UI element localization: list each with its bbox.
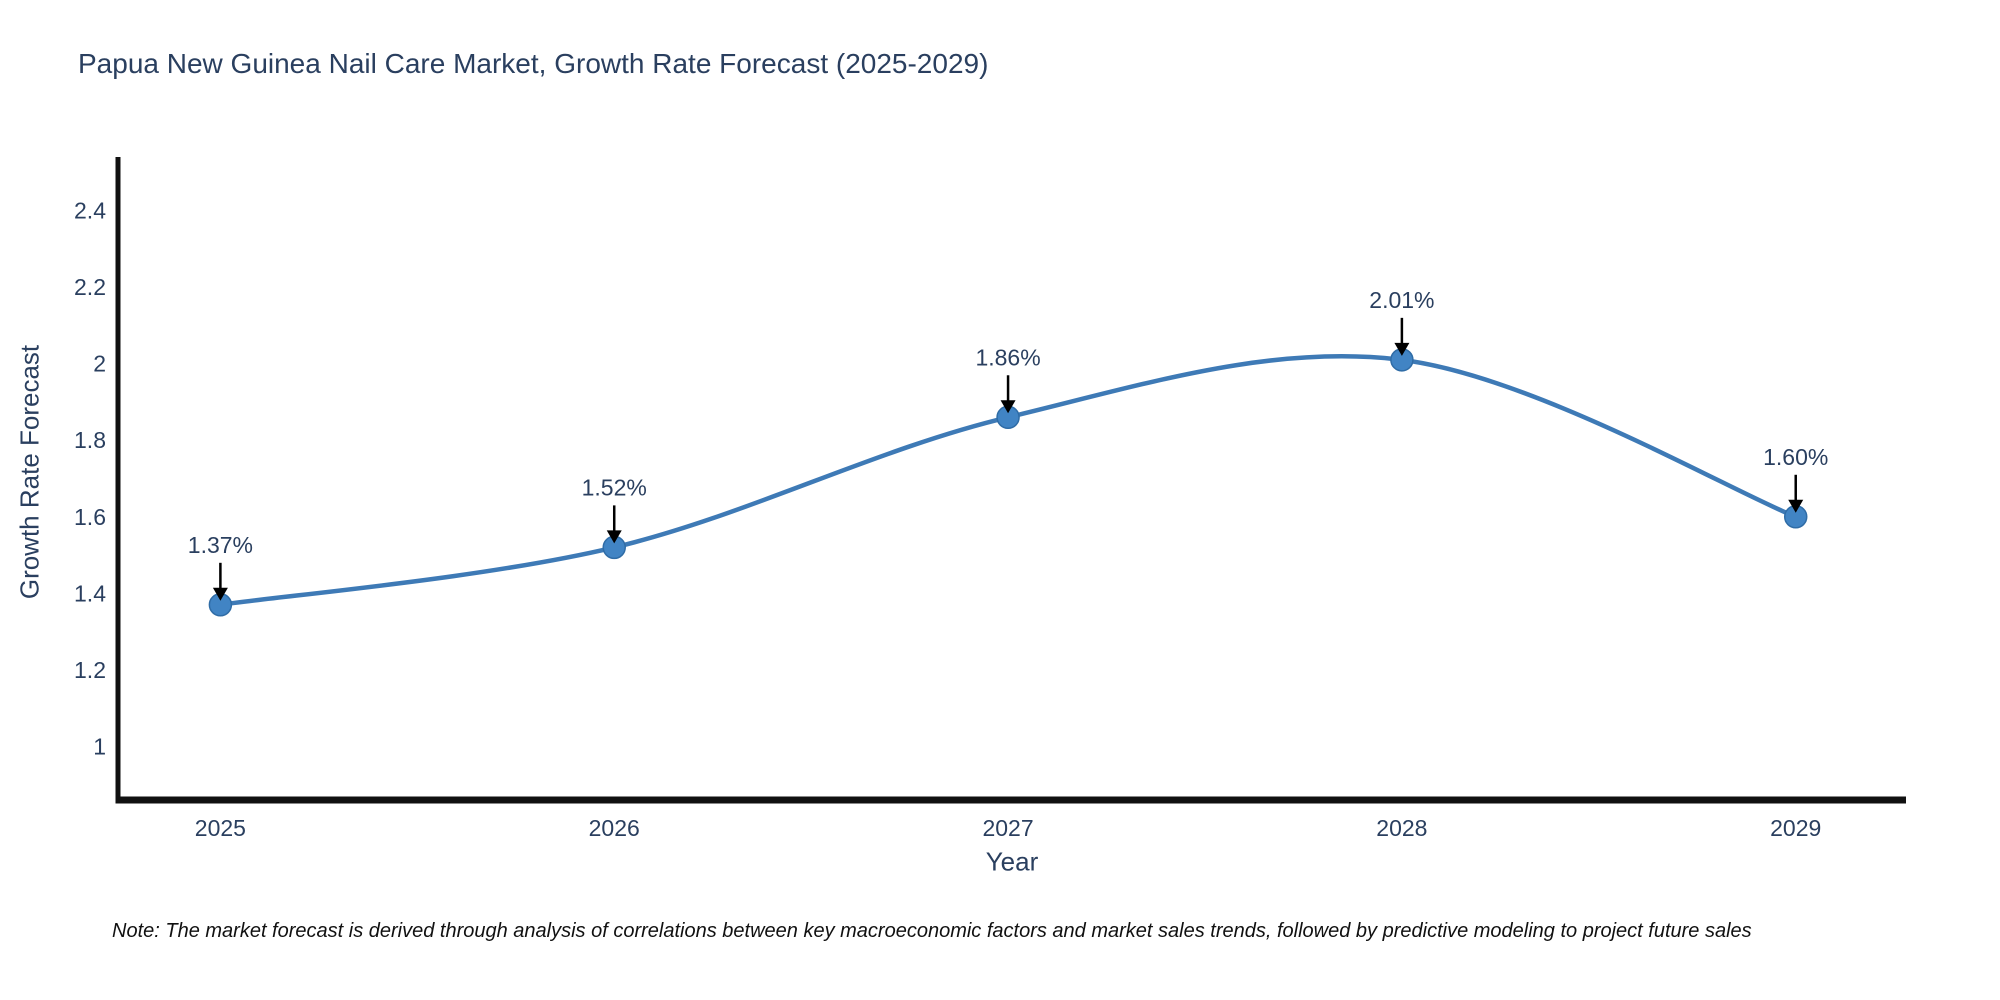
data-point-label: 1.86% <box>975 344 1040 370</box>
x-tick-label: 2027 <box>982 815 1033 841</box>
annotation-arrowhead <box>606 530 622 544</box>
x-tick-label: 2026 <box>589 815 640 841</box>
y-tick-label: 2.4 <box>74 198 106 224</box>
x-tick-label: 2025 <box>195 815 246 841</box>
y-tick-label: 1.6 <box>74 504 106 530</box>
chart-title: Papua New Guinea Nail Care Market, Growt… <box>78 48 989 79</box>
x-axis-title: Year <box>985 846 1039 877</box>
x-tick-label: 2029 <box>1770 815 1821 841</box>
y-tick-label: 1.2 <box>74 657 106 683</box>
data-point-label: 2.01% <box>1369 287 1434 313</box>
y-tick-label: 2 <box>93 351 106 377</box>
data-point-label: 1.52% <box>582 474 647 500</box>
x-tick-label: 2028 <box>1376 815 1427 841</box>
footnote: Note: The market forecast is derived thr… <box>112 920 1752 942</box>
y-tick-label: 1 <box>93 733 106 759</box>
y-tick-label: 1.8 <box>74 427 106 453</box>
annotation-arrowhead <box>212 587 228 601</box>
y-tick-label: 1.4 <box>74 580 106 606</box>
annotation-arrowhead <box>1788 499 1804 513</box>
data-point-label: 1.60% <box>1763 444 1828 470</box>
annotation-arrowhead <box>1000 400 1016 414</box>
annotation-arrowhead <box>1394 342 1410 356</box>
data-point-label: 1.37% <box>188 532 253 558</box>
y-tick-label: 2.2 <box>74 274 106 300</box>
